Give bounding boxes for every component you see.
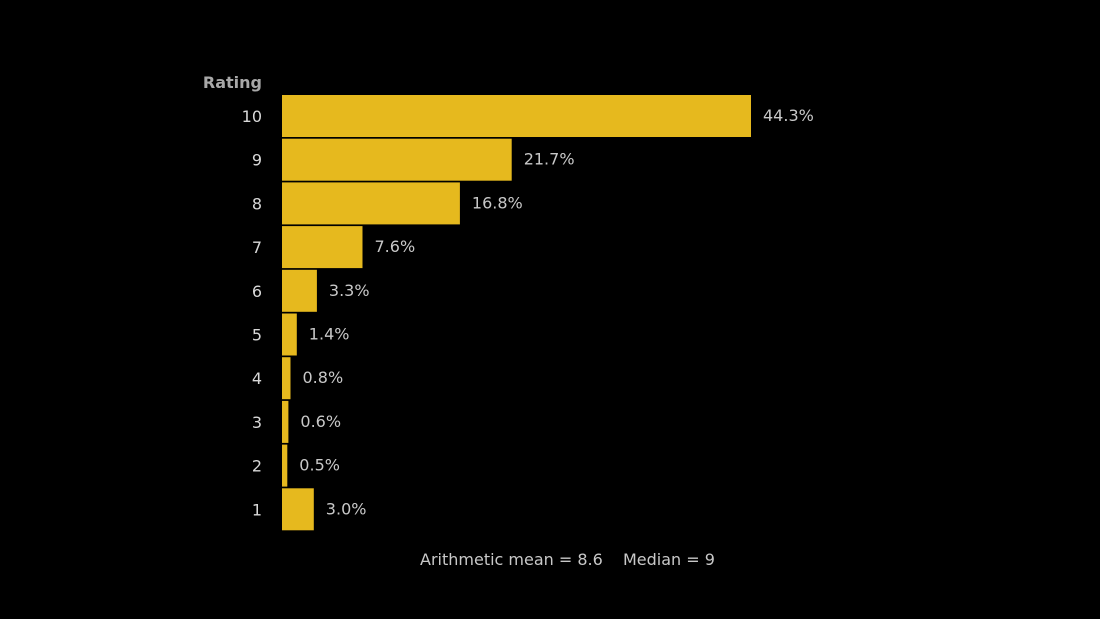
data-label-6: 3.3%: [329, 281, 370, 300]
data-label-5: 1.4%: [309, 325, 350, 344]
data-label-10: 44.3%: [763, 106, 814, 125]
data-label-9: 21.7%: [524, 150, 575, 169]
tick-label-9: 9: [252, 151, 262, 170]
tick-label-4: 4: [252, 369, 262, 388]
y-axis-title: Rating: [203, 73, 262, 92]
data-label-8: 16.8%: [472, 193, 523, 212]
bar-rating-3: [282, 400, 289, 443]
median-text: Median = 9: [623, 550, 715, 569]
bar-rating-10: [282, 95, 751, 137]
tick-labels-group: 10 9 8 7 6 5 4 3 2 1: [242, 107, 262, 519]
tick-label-5: 5: [252, 326, 262, 345]
arithmetic-mean-text: Arithmetic mean = 8.6: [420, 550, 603, 569]
tick-label-6: 6: [252, 282, 262, 301]
bar-rating-5: [282, 313, 297, 356]
data-label-2: 0.5%: [299, 456, 340, 475]
data-label-1: 3.0%: [326, 499, 367, 518]
bar-rating-8: [282, 182, 460, 225]
bars-group: [282, 95, 751, 531]
tick-label-1: 1: [252, 500, 262, 519]
bar-rating-6: [282, 269, 317, 312]
bar-rating-2: [282, 444, 288, 487]
data-labels-group: 44.3% 21.7% 16.8% 7.6% 3.3% 1.4% 0.8% 0.6% 0.5% 3…: [299, 106, 814, 518]
bar-rating-1: [282, 488, 314, 531]
bar-rating-9: [282, 138, 512, 181]
tick-label-8: 8: [252, 194, 262, 213]
tick-label-7: 7: [252, 238, 262, 257]
tick-label-3: 3: [252, 413, 262, 432]
bar-rating-4: [282, 357, 291, 400]
data-label-7: 7.6%: [375, 237, 416, 256]
tick-label-10: 10: [242, 107, 262, 126]
data-label-4: 0.8%: [303, 368, 344, 387]
data-label-3: 0.6%: [300, 412, 341, 431]
tick-label-2: 2: [252, 457, 262, 476]
bar-rating-7: [282, 226, 363, 269]
